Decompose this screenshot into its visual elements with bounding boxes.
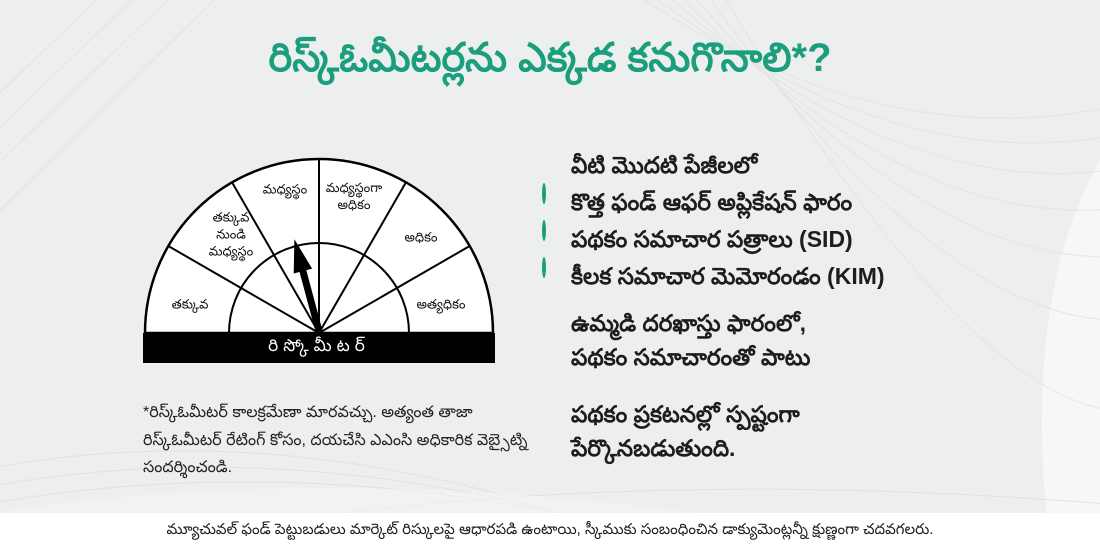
circle-bullet-icon [538, 257, 571, 293]
list-item: ఉమ్మడి దరఖాస్తు ఫారంలో, పథకం సమాచారంతో ప… [538, 306, 1038, 374]
point-text: వీటి మొదటి పేజీలలో [571, 152, 758, 178]
statutory-disclaimer-footer: మ్యూచువల్ ఫండ్ పెట్టుబడులు మార్కెట్ రిస్… [0, 513, 1100, 550]
riskometer-gauge: తక్కువ తక్కువ నుండి మధ్యస్థం మధ్యస్థం మధ… [143, 157, 495, 363]
point-text: ఉమ్మడి దరఖాస్తు ఫారంలో, పథకం సమాచారంతో ప… [571, 310, 811, 370]
point-text: కొత్త ఫండ్ ఆఫర్ అప్లికేషన్ ఫారం [571, 189, 853, 215]
gauge-base-bar [143, 333, 495, 363]
gauge-inner-arc [228, 242, 410, 334]
gauge-segment-label-moderate: మధ్యస్థం [262, 181, 308, 197]
list-item: పథకం ప్రకటనల్లో స్పష్టంగా పేర్కొనబడుతుంద… [538, 397, 1038, 465]
list-item: కొత్త ఫండ్ ఆఫర్ అప్లికేషన్ ఫారం [538, 183, 1038, 219]
gauge-segment-label-moderately-high: మధ్యస్థంగా అధికం [325, 180, 383, 212]
diamond-bullet-icon [538, 397, 571, 465]
point-text: పథకం ప్రకటనల్లో స్పష్టంగా పేర్కొనబడుతుంద… [571, 401, 800, 461]
point-text: పథకం సమాచార పత్రాలు (SID) [571, 226, 853, 252]
diamond-bullet-icon [538, 306, 571, 374]
gauge-sector-lines [167, 159, 471, 334]
list-item: కీలక సమాచార మెమోరండం (KIM) [538, 257, 1038, 293]
needle-arrow [293, 239, 323, 332]
circle-bullet-icon [538, 220, 571, 256]
point-text: కీలక సమాచార మెమోరండం (KIM) [571, 263, 885, 289]
circle-bullet-icon [538, 183, 571, 219]
bullet-points-panel: వీటి మొదటి పేజీలలో కొత్త ఫండ్ ఆఫర్ అప్లి… [538, 148, 1038, 468]
gauge-segment-label-high: అధికం [404, 229, 438, 245]
gauge-segment-label-low: తక్కువ [171, 296, 209, 312]
riskometer-footnote: *రిస్క్ఓమీటర్ కాలక్రమేణా మారవచ్చు. అత్యం… [143, 404, 528, 477]
diamond-bullet-icon [538, 148, 571, 182]
gauge-segment-label-very-high: అత్యధికం [416, 296, 466, 312]
footer-text: మ్యూచువల్ ఫండ్ పెట్టుబడులు మార్కెట్ రిస్… [166, 521, 934, 538]
gauge-base-label: రిస్కోమీటర్ [268, 336, 370, 355]
gauge-segment-label-low-to-moderate: తక్కువ నుండి మధ్యస్థం [208, 209, 254, 259]
page-title: రిస్క్ఓమీటర్లను ఎక్కడ కనుగొనాలి*? [268, 36, 832, 80]
list-item: వీటి మొదటి పేజీలలో [538, 148, 1038, 182]
list-item: పథకం సమాచార పత్రాలు (SID) [538, 220, 1038, 256]
